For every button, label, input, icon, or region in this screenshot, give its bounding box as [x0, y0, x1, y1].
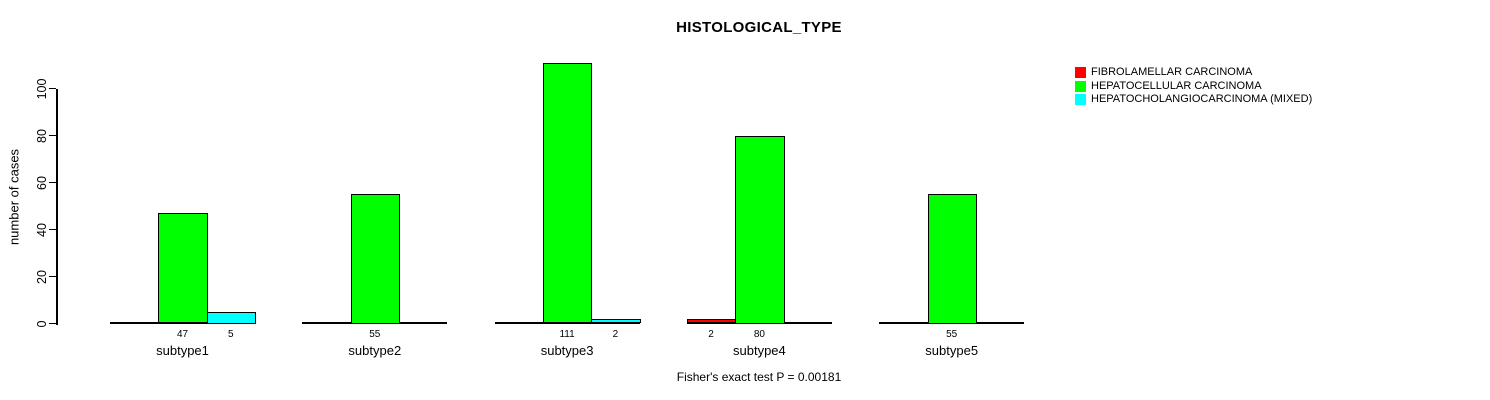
y-tick-label: 40	[35, 222, 49, 237]
bar-value-label: 55	[946, 329, 958, 340]
legend-swatch-icon	[1075, 80, 1086, 92]
bar-subtype5-hepatocellular	[927, 194, 977, 324]
bar-subtype4-hepatocellular	[735, 135, 785, 324]
bar-subtype2-hepatocellular	[350, 194, 400, 324]
y-axis-title: number of cases	[6, 148, 22, 246]
legend: FIBROLAMELLAR CARCINOMA HEPATOCELLULAR CA…	[1075, 66, 1312, 106]
chart-title: HISTOLOGICAL_TYPE	[676, 19, 842, 36]
legend-item: FIBROLAMELLAR CARCINOMA	[1075, 66, 1312, 79]
legend-label: HEPATOCHOLANGIOCARCINOMA (MIXED)	[1091, 92, 1313, 105]
y-tick-label: 60	[35, 175, 49, 190]
bar-value-label: 111	[559, 329, 575, 340]
y-tick-label: 80	[35, 128, 49, 143]
category-label: subtype2	[348, 343, 402, 358]
bar-value-label: 2	[708, 329, 714, 340]
bar-value-label: 55	[369, 329, 381, 340]
legend-label: HEPATOCELLULAR CARCINOMA	[1091, 79, 1262, 92]
legend-swatch-icon	[1075, 67, 1086, 79]
legend-item: HEPATOCHOLANGIOCARCINOMA (MIXED)	[1075, 93, 1312, 106]
y-tick	[49, 275, 57, 278]
category-label: subtype5	[925, 343, 979, 358]
y-tick-label: 0	[35, 320, 49, 327]
fisher-test-caption: Fisher's exact test P = 0.00181	[676, 370, 842, 384]
bar-subtype4-fibrolamellar	[686, 318, 737, 324]
y-tick	[49, 228, 57, 231]
y-tick	[49, 134, 57, 137]
category-label: subtype1	[156, 343, 209, 358]
y-tick-label: 100	[35, 78, 49, 99]
category-label: subtype4	[733, 343, 786, 358]
bar-subtype3-hepatocellular	[542, 62, 593, 324]
bar-value-label: 80	[753, 329, 765, 340]
y-tick-label: 20	[35, 269, 49, 284]
bar-subtype1-mixed	[206, 311, 256, 324]
y-axis-line	[56, 88, 58, 325]
bar-subtype1-hepatocellular	[158, 213, 208, 324]
bar-subtype3-mixed	[591, 318, 641, 324]
legend-swatch-icon	[1075, 93, 1086, 105]
legend-item: HEPATOCELLULAR CARCINOMA	[1075, 79, 1312, 92]
y-tick	[49, 87, 57, 90]
bar-value-label: 47	[176, 329, 189, 340]
category-label: subtype3	[540, 343, 594, 358]
y-tick	[49, 322, 57, 325]
y-tick	[49, 181, 57, 184]
bar-value-label: 5	[228, 329, 234, 340]
legend-label: FIBROLAMELLAR CARCINOMA	[1091, 66, 1253, 79]
bar-value-label: 2	[612, 329, 619, 340]
